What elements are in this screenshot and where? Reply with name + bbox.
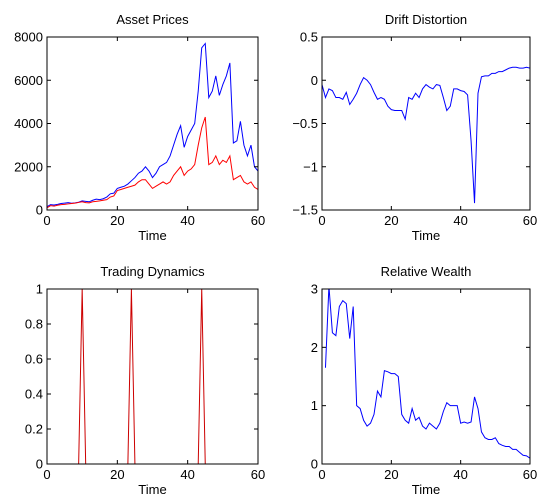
trading-dynamics-x-tick-label: 20 xyxy=(110,467,124,482)
relative-wealth-y-tick-label: 2 xyxy=(311,340,318,355)
relative-wealth-panel: 0 20 40 60 0 1 2 3 Relative Wealth Time xyxy=(311,264,537,497)
trading-dynamics-y-tick-label: 0.8 xyxy=(25,317,43,332)
asset-prices-y-tick-label: 4000 xyxy=(14,116,43,131)
trading-dynamics-panel: 0 20 40 60 0 0.2 0.4 0.6 0.8 1 Trading Dynamics Tim… xyxy=(25,264,265,497)
asset-prices-series-line-2 xyxy=(47,116,258,209)
asset-prices-y-tick-label: 2000 xyxy=(14,159,43,174)
asset-prices-y-tick-label: 8000 xyxy=(14,30,43,45)
drift-distortion-panel: 0 20 40 60 −1.5 −1 −0.5 0 0.5 Drift Distortion Tim… xyxy=(292,12,537,243)
trading-dynamics-x-axis-label: Time xyxy=(138,482,166,497)
trading-dynamics-series-line-1 xyxy=(47,289,258,464)
relative-wealth-x-tick-label: 20 xyxy=(384,467,398,482)
asset-prices-x-axis-label: Time xyxy=(138,228,166,243)
drift-distortion-y-tick-label: −1 xyxy=(303,159,318,174)
trading-dynamics-x-tick-label: 0 xyxy=(43,467,50,482)
asset-prices-title: Asset Prices xyxy=(116,12,189,27)
relative-wealth-y-tick-label: 1 xyxy=(311,398,318,413)
asset-prices-axes-box xyxy=(46,36,259,211)
asset-prices-x-tick-label: 20 xyxy=(110,213,124,228)
trading-dynamics-title: Trading Dynamics xyxy=(100,264,205,279)
relative-wealth-x-tick-label: 0 xyxy=(318,467,325,482)
drift-distortion-x-tick-label: 60 xyxy=(523,213,537,228)
asset-prices-x-tick-label: 40 xyxy=(180,213,194,228)
asset-prices-x-tick-label: 0 xyxy=(43,213,50,228)
drift-distortion-y-tick-label: 0 xyxy=(311,73,318,88)
asset-prices-panel: 0 20 40 60 0 2000 4000 6000 8000 Asset Prices Time xyxy=(14,12,265,243)
drift-distortion-series-line-1 xyxy=(322,66,530,204)
drift-distortion-x-tick-label: 20 xyxy=(384,213,398,228)
relative-wealth-y-tick-label: 0 xyxy=(311,457,318,472)
drift-distortion-y-tick-label: 0.5 xyxy=(300,30,318,45)
asset-prices-series-line-1 xyxy=(47,42,258,208)
relative-wealth-series-line-1 xyxy=(324,289,530,459)
trading-dynamics-y-tick-label: 1 xyxy=(36,282,43,297)
drift-distortion-x-tick-label: 0 xyxy=(318,213,325,228)
trading-dynamics-y-tick-label: 0.4 xyxy=(25,387,43,402)
drift-distortion-y-tick-label: −0.5 xyxy=(292,116,318,131)
relative-wealth-x-tick-label: 60 xyxy=(523,467,537,482)
trading-dynamics-y-tick-label: 0.2 xyxy=(25,422,43,437)
asset-prices-y-tick-label: 6000 xyxy=(14,73,43,88)
drift-distortion-x-tick-label: 40 xyxy=(453,213,467,228)
trading-dynamics-x-tick-label: 40 xyxy=(180,467,194,482)
drift-distortion-x-axis-label: Time xyxy=(412,228,440,243)
trading-dynamics-axes-box xyxy=(46,288,259,465)
asset-prices-x-tick-label: 60 xyxy=(251,213,265,228)
drift-distortion-axes-box xyxy=(321,36,531,211)
relative-wealth-axes-box xyxy=(321,288,531,465)
relative-wealth-y-tick-label: 3 xyxy=(311,282,318,297)
relative-wealth-x-tick-label: 40 xyxy=(453,467,467,482)
asset-prices-y-tick-label: 0 xyxy=(36,203,43,218)
drift-distortion-y-tick-label: −1.5 xyxy=(292,203,318,218)
trading-dynamics-y-tick-label: 0 xyxy=(36,457,43,472)
drift-distortion-title: Drift Distortion xyxy=(385,12,467,27)
relative-wealth-title: Relative Wealth xyxy=(381,264,472,279)
trading-dynamics-y-tick-label: 0.6 xyxy=(25,352,43,367)
trading-dynamics-x-tick-label: 60 xyxy=(251,467,265,482)
relative-wealth-x-axis-label: Time xyxy=(412,482,440,497)
